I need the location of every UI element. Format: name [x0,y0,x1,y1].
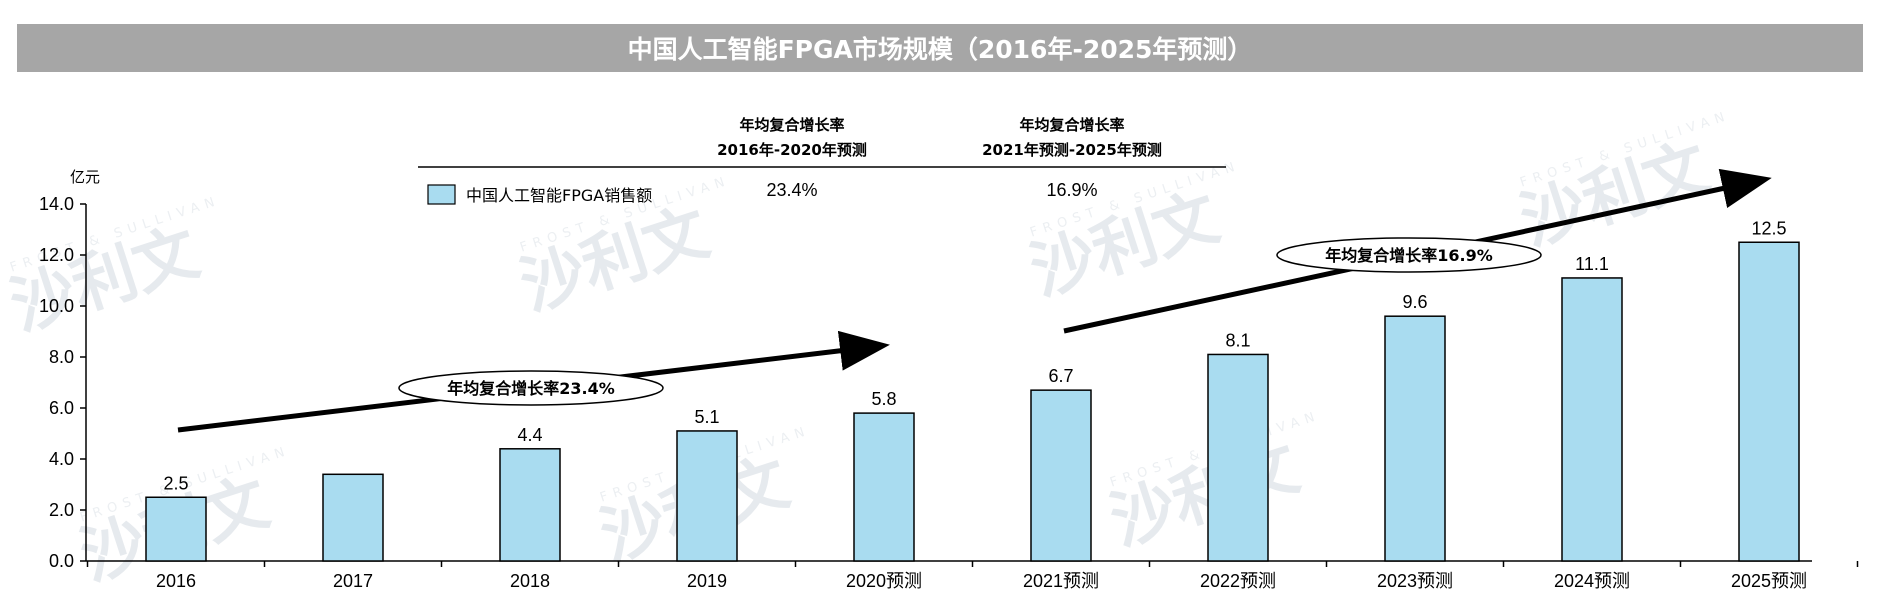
bar [853,412,915,562]
cagr-header-1-line2: 2016年-2020年预测 [717,141,867,159]
bar-value-label: 12.5 [1751,218,1786,238]
bar [322,473,384,562]
bar-value-label: 8.1 [1225,330,1250,350]
cagr-table: 年均复合增长率 2016年-2020年预测 年均复合增长率 2021年预测-20… [418,116,1226,200]
cagr-bubble-left: 年均复合增长率23.4% [398,370,664,406]
y-unit-label: 亿元 [70,168,100,186]
bar [1207,353,1269,562]
legend: 中国人工智能FPGA销售额 [427,184,652,205]
bar-value-label: 5.1 [694,407,719,427]
cagr-header-2-line1: 年均复合增长率 [1019,116,1124,134]
x-tick-label: 2024预测 [1554,571,1630,591]
legend-swatch [427,184,456,205]
bar [1384,315,1446,562]
bar [1561,277,1623,562]
x-tick-label: 2020预测 [846,571,922,591]
cagr-bubble-left-shape [398,370,664,406]
x-tick-label: 2025预测 [1731,571,1807,591]
y-tick-label: 12.0 [39,245,74,265]
y-tick-label: 2.0 [49,500,74,520]
x-tick-label: 2016 [156,571,196,591]
y-tick-label: 6.0 [49,398,74,418]
y-tick-label: 0.0 [49,551,74,571]
bar-value-label: 5.8 [871,389,896,409]
cagr-bubble-right: 年均复合增长率16.9% [1276,237,1542,273]
y-tick-label: 10.0 [39,296,74,316]
x-tick-label: 2019 [687,571,727,591]
y-tick-label: 4.0 [49,449,74,469]
x-tick-label: 2017 [333,571,373,591]
bar [499,448,561,562]
cagr-value-2: 16.9% [1046,180,1097,200]
y-tick-label: 14.0 [39,194,74,214]
bar-value-label: 9.6 [1402,292,1427,312]
x-tick-label: 2021预测 [1023,571,1099,591]
cagr-bubble-right-label: 年均复合增长率16.9% [1325,246,1493,265]
bar-value-label: 4.4 [517,425,542,445]
bar [676,430,738,562]
cagr-bubble-left-label: 年均复合增长率23.4% [447,379,615,398]
bar-value-label: 11.1 [1575,254,1609,274]
x-tick-label: 2018 [510,571,550,591]
x-tick-label: 2022预测 [1200,571,1276,591]
cagr-bubble-right-shape [1276,237,1542,273]
cagr-header-1-line1: 年均复合增长率 [739,116,844,134]
cagr-value-1: 23.4% [766,180,817,200]
bars: 2.5 2016 2017 4.4 2018 5.1 2019 5.8 2020预测 6.7 202… [145,218,1807,591]
bar [1738,241,1800,562]
cagr-header-2-line2: 2021年预测-2025年预测 [982,141,1162,159]
bar [145,496,207,562]
bar-value-label: 2.5 [163,473,188,493]
legend-label: 中国人工智能FPGA销售额 [466,186,652,205]
y-tick-label: 8.0 [49,347,74,367]
x-tick-label: 2023预测 [1377,571,1453,591]
bar-value-label: 6.7 [1048,366,1073,386]
bar [1030,389,1092,562]
chart-title: 中国人工智能FPGA市场规模（2016年-2025年预测） [17,24,1863,72]
